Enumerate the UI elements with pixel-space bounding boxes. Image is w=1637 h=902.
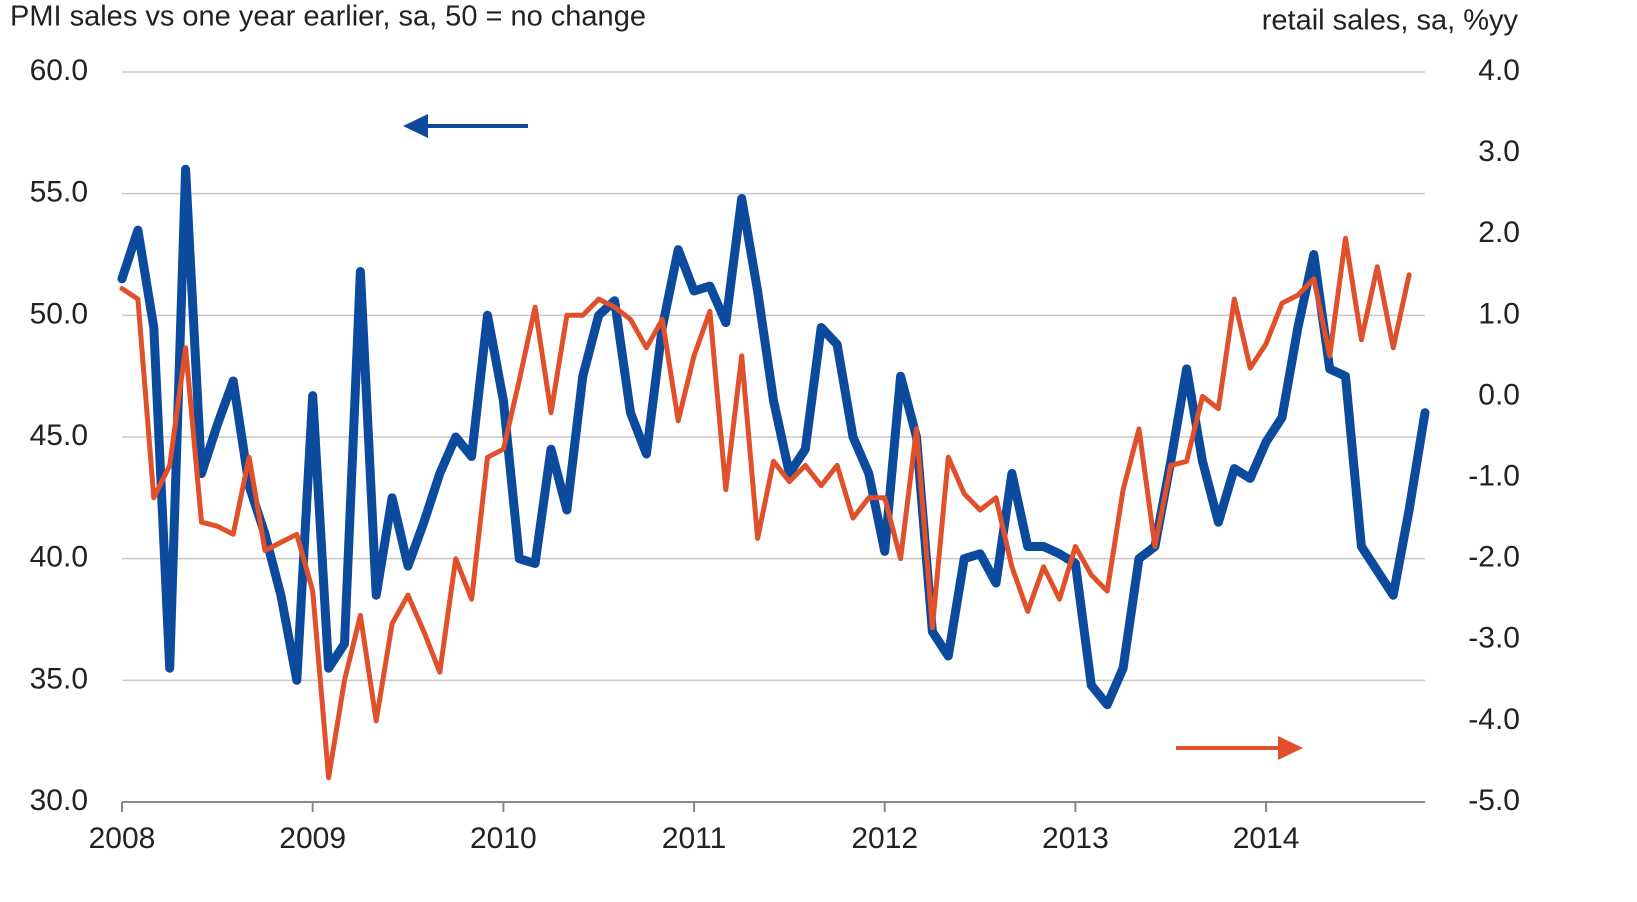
left-arrow [403, 114, 528, 138]
y-tick-label: 55.0 [30, 176, 88, 209]
y-tick-label: 60.0 [30, 54, 88, 87]
x-tick-label: 2013 [1042, 822, 1109, 855]
y-tick-label: 40.0 [30, 541, 88, 574]
y-tick-label: 50.0 [30, 297, 88, 330]
y2-tick-label: 4.0 [1478, 54, 1520, 87]
y2-tick-label: -4.0 [1468, 703, 1520, 736]
y2-tick-label: -3.0 [1468, 622, 1520, 655]
y2-tick-label: 1.0 [1478, 297, 1520, 330]
y2-tick-label: -1.0 [1468, 459, 1520, 492]
right-arrow [1176, 736, 1303, 760]
y2-tick-label: 3.0 [1478, 135, 1520, 168]
series-line [119, 235, 1412, 781]
y2-tick-label: -5.0 [1468, 784, 1520, 817]
y-axis-label: PMI sales vs one year earlier, sa, 50 = … [10, 1, 646, 33]
x-tick-label: 2010 [470, 822, 537, 855]
x-tick-label: 2012 [851, 822, 918, 855]
x-tick-label: 2008 [89, 822, 156, 855]
y2-tick-label: -2.0 [1468, 541, 1520, 574]
y2-tick-label: 0.0 [1478, 378, 1520, 411]
y-tick-label: 30.0 [30, 784, 88, 817]
y2-axis-label: retail sales, sa, %yy [1262, 5, 1519, 37]
y2-tick-label: 2.0 [1478, 216, 1520, 249]
x-tick-label: 2011 [662, 822, 727, 855]
x-tick-label: 2014 [1233, 822, 1300, 855]
y-tick-label: 35.0 [30, 662, 88, 695]
x-tick-label: 2009 [279, 822, 346, 855]
series-line [117, 164, 1430, 710]
y-tick-label: 45.0 [30, 419, 88, 452]
